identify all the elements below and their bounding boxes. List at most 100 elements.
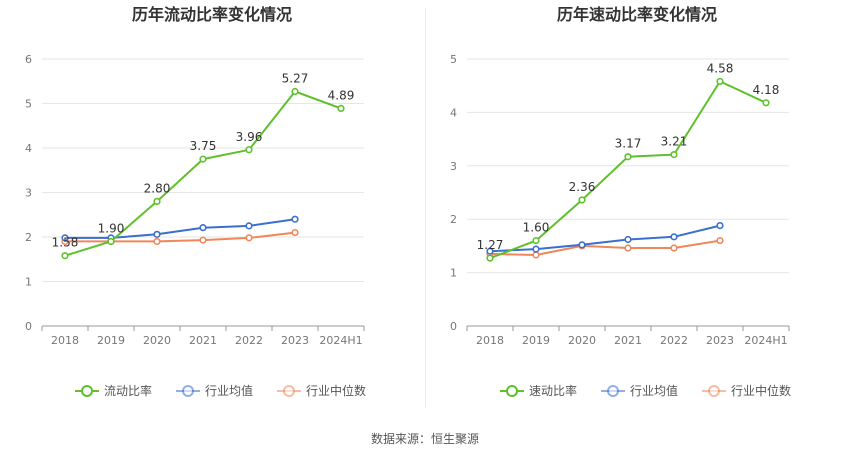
y-tick-label: 0 [25, 320, 32, 333]
legend-item: 行业均值 [601, 383, 678, 398]
legend-marker [283, 385, 295, 397]
chart-title: 历年流动比率变化情况 [132, 5, 292, 24]
data-point [716, 222, 724, 230]
x-tick-label: 2018 [51, 334, 79, 347]
x-tick-label: 2021 [189, 334, 217, 347]
data-point [153, 237, 161, 246]
data-point [245, 222, 253, 230]
data-point [107, 237, 115, 246]
data-point [153, 197, 161, 205]
legend-marker [81, 385, 93, 397]
x-tick-label: 2018 [476, 334, 504, 347]
data-label: 3.17 [615, 137, 642, 151]
data-label: 5.27 [282, 71, 309, 85]
legend-label: 行业均值 [630, 383, 678, 398]
data-label: 2.80 [144, 181, 171, 195]
series-line [65, 231, 296, 243]
y-tick-label: 0 [450, 320, 457, 333]
data-point [199, 236, 207, 244]
data-point [291, 87, 299, 96]
legend-item: 行业中位数 [277, 383, 366, 398]
data-point [61, 234, 69, 242]
data-label: 1.90 [98, 221, 125, 235]
x-tick-label: 2023 [281, 334, 309, 347]
legend-item: 流动比率 [75, 383, 152, 398]
data-label: 1.58 [52, 236, 79, 250]
data-point [199, 155, 207, 163]
x-tick-label: 2019 [522, 334, 550, 347]
y-tick-label: 6 [25, 53, 32, 66]
data-point [153, 230, 161, 238]
data-point [670, 233, 678, 241]
data-point [291, 215, 299, 223]
data-point [532, 236, 540, 245]
data-label: 4.58 [707, 61, 734, 75]
data-label: 1.27 [477, 238, 504, 252]
series-line [489, 224, 721, 253]
data-point [624, 153, 632, 161]
y-tick-label: 4 [450, 106, 457, 119]
data-point [291, 228, 299, 237]
legend-marker [506, 385, 518, 397]
x-tick-label: 2023 [706, 334, 734, 347]
data-point [61, 252, 69, 260]
legend-item: 行业均值 [176, 383, 253, 398]
legend-label: 行业中位数 [306, 383, 366, 398]
data-point [532, 245, 540, 253]
data-point [624, 244, 632, 252]
legend-label: 行业中位数 [731, 383, 791, 398]
data-point [532, 251, 540, 259]
data-point [245, 146, 253, 154]
data-label: 3.96 [236, 130, 263, 144]
data-label: 4.18 [753, 83, 780, 97]
quick-ratio-chart: 历年速动比率变化情况 0 1 2 3 4 5 2018 2019 2020 2021 2022 2023… [450, 5, 791, 398]
x-tick-label: 2024H1 [319, 334, 362, 347]
data-point [245, 234, 253, 242]
data-point [624, 235, 632, 244]
chart-divider [425, 8, 426, 408]
data-label: 2.36 [569, 180, 596, 194]
y-tick-label: 5 [450, 53, 457, 66]
legend-item: 行业中位数 [702, 383, 791, 398]
data-point [670, 244, 678, 252]
data-point [337, 104, 345, 112]
data-label: 3.75 [190, 139, 217, 153]
data-label: 3.21 [661, 135, 688, 149]
current-ratio-chart: 历年流动比率变化情况 0 1 2 3 4 5 6 2018 2019 2020 2021 2022 202… [25, 5, 366, 398]
y-tick-label: 2 [450, 213, 457, 226]
legend-label: 流动比率 [104, 383, 152, 398]
data-point [486, 247, 494, 255]
data-point [716, 236, 724, 245]
data-source-label: 数据来源：恒生聚源 [370, 432, 479, 446]
x-tick-label: 2020 [143, 334, 171, 347]
x-tick-label: 2022 [235, 334, 263, 347]
x-tick-label: 2024H1 [744, 334, 787, 347]
data-point [716, 77, 724, 86]
x-tick-label: 2020 [568, 334, 596, 347]
y-tick-label: 4 [25, 142, 32, 155]
data-point [486, 254, 494, 262]
legend-label: 速动比率 [529, 383, 577, 398]
data-point [578, 241, 586, 249]
legend-marker [708, 385, 720, 397]
y-tick-label: 1 [450, 267, 457, 280]
legend-item: 速动比率 [500, 383, 577, 398]
data-label: 4.89 [328, 88, 355, 102]
data-point [762, 99, 770, 107]
data-point [670, 150, 678, 159]
data-label: 1.60 [523, 221, 550, 235]
x-tick-label: 2021 [614, 334, 642, 347]
legend-marker [607, 385, 619, 397]
y-tick-label: 5 [25, 98, 32, 111]
y-tick-label: 1 [25, 276, 32, 289]
x-tick-label: 2022 [660, 334, 688, 347]
legend-label: 行业均值 [205, 383, 253, 398]
data-point [199, 224, 207, 232]
data-point [578, 196, 586, 204]
x-tick-label: 2019 [97, 334, 125, 347]
y-tick-label: 3 [25, 187, 32, 200]
chart-title: 历年速动比率变化情况 [557, 5, 717, 24]
y-tick-label: 3 [450, 160, 457, 173]
series-line [65, 218, 296, 239]
